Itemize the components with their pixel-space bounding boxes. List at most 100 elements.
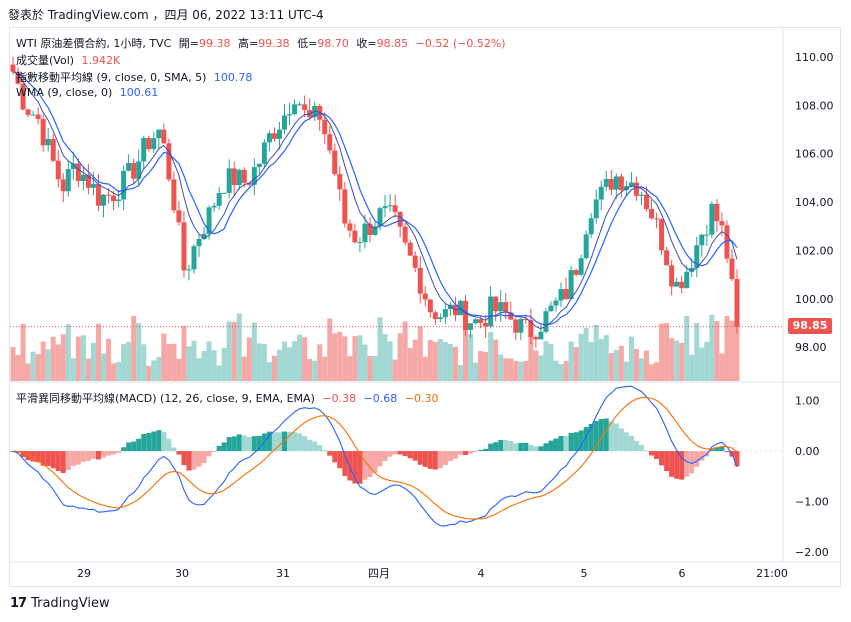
sma-label[interactable]: 指數移動平均線 (9, close, 0, SMA, 5) <box>16 71 207 84</box>
symbol-label[interactable]: WTI 原油差價合約, 1小時, TVC <box>16 37 172 50</box>
volume-bar <box>608 353 614 381</box>
candle-body <box>357 242 363 244</box>
macd-line-value: −0.68 <box>363 392 398 405</box>
time-axis-tick: 四月 <box>368 567 390 580</box>
volume-bar <box>397 333 403 381</box>
volume-bar <box>503 358 509 381</box>
macd-histogram-bar <box>568 432 574 452</box>
macd-histogram-bar <box>372 451 378 473</box>
candle-body <box>608 178 614 190</box>
macd-histogram-bar <box>603 418 609 452</box>
macd-axis-tick: −1.00 <box>795 495 829 508</box>
high-value: 99.38 <box>258 37 290 50</box>
volume-bar <box>176 358 182 381</box>
macd-histogram-bar <box>327 451 333 456</box>
volume-bar <box>141 344 147 381</box>
candle-body <box>121 170 127 200</box>
macd-histogram-bar <box>432 451 438 470</box>
candle-body <box>543 311 549 332</box>
change-value: −0.52 (−0.52%) <box>415 37 506 50</box>
volume-bar <box>638 358 644 381</box>
candle-body <box>427 299 433 313</box>
volume-bar <box>231 321 237 381</box>
volume-bar <box>463 318 468 381</box>
candle-body <box>417 267 423 294</box>
volume-bar <box>50 336 56 381</box>
chart-frame[interactable] <box>9 27 841 587</box>
macd-histogram-bar <box>55 451 61 472</box>
volume-bar <box>422 356 428 381</box>
volume-bar <box>106 338 112 381</box>
candle-body <box>679 281 685 289</box>
volume-bar <box>206 341 212 381</box>
volume-bar <box>201 350 207 381</box>
volume-label[interactable]: 成交量(Vol) <box>16 54 75 67</box>
macd-histogram-bar <box>171 447 177 452</box>
macd-histogram-bar <box>649 451 655 456</box>
candle-body <box>181 222 187 271</box>
candle-body <box>40 119 46 146</box>
macd-histogram-bar <box>553 438 559 452</box>
macd-histogram-bar <box>699 451 705 461</box>
candle-body <box>628 182 634 187</box>
macd-axis-tick: 0.00 <box>795 445 820 458</box>
macd-histogram-bar <box>447 451 453 462</box>
volume-bar <box>266 362 272 381</box>
volume-bar <box>689 354 695 381</box>
volume-bar <box>45 349 51 381</box>
volume-bar <box>111 363 117 381</box>
macd-histogram-bar <box>528 444 534 452</box>
macd-histogram-bar <box>442 451 448 465</box>
macd-histogram-bar <box>613 423 619 452</box>
volume-bar <box>734 321 740 381</box>
volume-bar <box>407 348 413 381</box>
volume-bar <box>95 323 101 381</box>
candle-body <box>116 199 122 202</box>
macd-histogram-bar <box>563 436 569 452</box>
volume-bar <box>563 361 569 381</box>
candle-body <box>337 174 343 190</box>
candle-body <box>146 137 152 150</box>
volume-bar <box>211 350 217 381</box>
candle-body <box>528 320 534 337</box>
macd-label[interactable]: 平滑異同移動平均線(MACD) (12, 26, close, 9, EMA, … <box>16 392 315 405</box>
volume-bar <box>669 338 675 381</box>
candle-body <box>221 192 227 194</box>
macd-histogram-bar <box>186 451 192 471</box>
macd-histogram-bar <box>302 436 308 452</box>
candle-body <box>30 114 36 116</box>
candle-body <box>261 142 267 164</box>
volume-bar <box>70 358 76 381</box>
macd-histogram-bar <box>543 443 549 452</box>
macd-histogram-bar <box>317 445 323 452</box>
macd-histogram-bar <box>161 431 167 452</box>
macd-histogram-bar <box>20 451 26 458</box>
volume-bar <box>15 355 21 381</box>
candle-body <box>65 169 71 192</box>
volume-bar <box>337 331 343 381</box>
candle-body <box>136 161 142 179</box>
candle-body <box>332 150 338 175</box>
candle-body <box>201 233 207 239</box>
macd-histogram-bar <box>156 430 162 452</box>
volume-bar <box>704 341 710 381</box>
macd-histogram-bar <box>463 451 468 456</box>
volume-bar <box>714 320 720 381</box>
macd-histogram-bar <box>578 430 584 452</box>
volume-bar <box>196 358 202 381</box>
close-label: 收= <box>356 37 377 50</box>
wma-label[interactable]: WMA (9, close, 0) <box>16 86 113 99</box>
volume-bar <box>508 358 514 381</box>
candle-body <box>196 238 202 247</box>
macd-histogram-bar <box>246 437 252 452</box>
volume-bar <box>90 342 96 381</box>
macd-histogram-bar <box>518 442 524 452</box>
volume-bar <box>618 345 624 381</box>
candle-body <box>633 182 639 196</box>
macd-histogram-bar <box>719 446 725 452</box>
macd-histogram-bar <box>638 445 644 452</box>
volume-bar <box>442 341 448 381</box>
volume-bar <box>457 365 463 381</box>
volume-bar <box>488 332 494 381</box>
